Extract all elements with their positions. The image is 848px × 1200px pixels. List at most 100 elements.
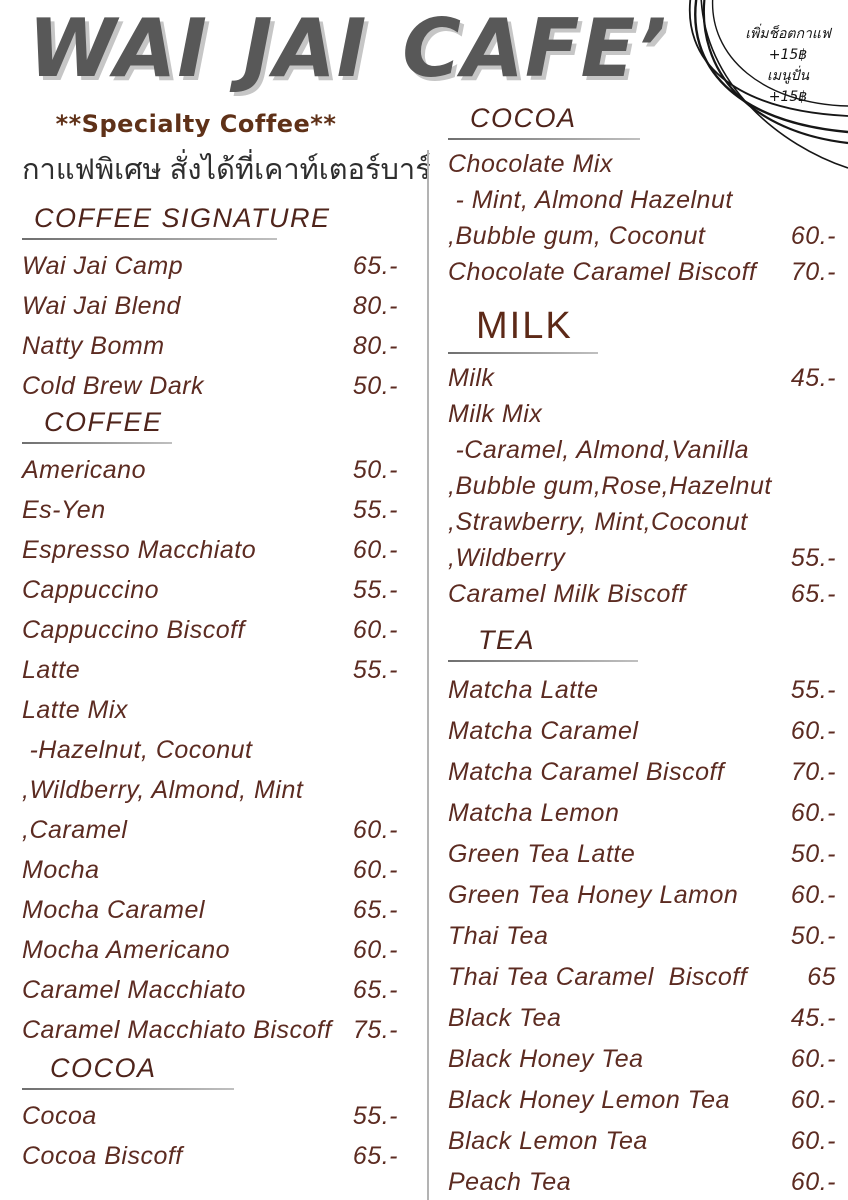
menu-column-right: COCOA Chocolate Mix - Mint, Almond Hazeln… xyxy=(448,102,836,1200)
menu-item-name: Peach Tea xyxy=(448,1168,572,1196)
menu-item-name: Latte Mix xyxy=(22,696,128,724)
menu-item-price: 50.- xyxy=(352,456,398,484)
page-title: WAI JAI CAFE’ xyxy=(28,2,668,95)
menu-item-row: Caramel Macchiato 65.- xyxy=(22,970,398,1010)
menu-item-row: Black Honey Tea 60.- xyxy=(448,1039,836,1080)
menu-item-price: 55.- xyxy=(352,496,398,524)
menu-item-row: Chocolate Mix xyxy=(448,146,836,182)
menu-item-price: 60.- xyxy=(352,616,398,644)
menu-item-row: ,Caramel 60.- xyxy=(22,810,398,850)
menu-item-row: Espresso Macchiato 60.- xyxy=(22,530,398,570)
menu-item-price: 65.- xyxy=(352,896,398,924)
menu-item-name: Black Honey Tea xyxy=(448,1045,644,1073)
menu-item-name: ,Caramel xyxy=(22,816,128,844)
menu-item-row: ,Strawberry, Mint,Coconut xyxy=(448,504,836,540)
menu-item-price: 50.- xyxy=(790,840,836,868)
menu-item-row: Chocolate Caramel Biscoff 70.- xyxy=(448,254,836,290)
section-underline xyxy=(22,238,277,240)
thai-subtitle: กาแฟพิเศษ สั่งได้ที่เคาท์เตอร์บาร์ xyxy=(22,154,431,186)
menu-item-name: Matcha Lemon xyxy=(448,799,620,827)
menu-item-price: 55.- xyxy=(352,576,398,604)
menu-item-name: Chocolate Caramel Biscoff xyxy=(448,258,757,286)
menu-item-name: Natty Bomm xyxy=(22,332,165,360)
menu-item-name: Milk Mix xyxy=(448,400,543,428)
menu-item-price: 60.- xyxy=(790,717,836,745)
menu-item-price: 60.- xyxy=(352,936,398,964)
menu-item-price: 60.- xyxy=(790,881,836,909)
menu-item-name: Wai Jai Blend xyxy=(22,292,181,320)
menu-item-price: 60.- xyxy=(790,1086,836,1114)
menu-item-name: Milk xyxy=(448,364,495,392)
menu-item-row: Americano 50.- xyxy=(22,450,398,490)
section-tea: TEA Matcha Latte 55.- Matcha Caramel 60.- Mat… xyxy=(448,624,836,1200)
menu-item-name: Cappuccino Biscoff xyxy=(22,616,246,644)
menu-item-name: -Hazelnut, Coconut xyxy=(22,736,253,764)
menu-item-price: 80.- xyxy=(352,292,398,320)
section-heading: MILK xyxy=(476,305,573,347)
menu-item-name: Green Tea Honey Lamon xyxy=(448,881,739,909)
menu-item-price: 60.- xyxy=(790,1168,836,1196)
menu-item-price: 70.- xyxy=(790,258,836,286)
menu-item-name: Matcha Caramel Biscoff xyxy=(448,758,725,786)
menu-item-row: Green Tea Latte 50.- xyxy=(448,834,836,875)
menu-item-price: 55.- xyxy=(790,676,836,704)
menu-item-row: Thai Tea Caramel Biscoff 65 xyxy=(448,957,836,998)
section-underline xyxy=(448,660,638,662)
menu-item-row: Latte Mix xyxy=(22,690,398,730)
surcharge-line: +15฿ xyxy=(768,47,808,63)
menu-item-price: 75.- xyxy=(352,1016,398,1044)
menu-item-row: Latte 55.- xyxy=(22,650,398,690)
section-coffee-signature: COFFEE SIGNATURE Wai Jai Camp 65.- Wai Jai … xyxy=(22,202,398,406)
section-heading: COCOA xyxy=(470,103,577,133)
menu-item-row: Cocoa Biscoff 65.- xyxy=(22,1136,398,1176)
menu-item-name: Green Tea Latte xyxy=(448,840,636,868)
menu-item-price: 65.- xyxy=(352,976,398,1004)
menu-item-row: Wai Jai Blend 80.- xyxy=(22,286,398,326)
section-underline xyxy=(448,352,598,354)
menu-item-row: Peach Tea 60.- xyxy=(448,1162,836,1200)
menu-item-row: Black Tea 45.- xyxy=(448,998,836,1039)
section-heading: COFFEE xyxy=(44,407,163,437)
menu-item-name: Thai Tea Caramel Biscoff xyxy=(448,963,748,991)
sketch-circle-icon xyxy=(688,0,848,169)
menu-item-row: Caramel Macchiato Biscoff 75.- xyxy=(22,1010,398,1050)
menu-item-name: Espresso Macchiato xyxy=(22,536,257,564)
menu-item-price: 45.- xyxy=(790,1004,836,1032)
menu-item-row: Milk 45.- xyxy=(448,360,836,396)
menu-item-name: Black Lemon Tea xyxy=(448,1127,648,1155)
menu-item-price: 55.- xyxy=(352,656,398,684)
menu-item-name: ,Bubble gum,Rose,Hazelnut xyxy=(448,472,772,500)
menu-item-row: Matcha Latte 55.- xyxy=(448,670,836,711)
menu-item-name: Es-Yen xyxy=(22,496,106,524)
menu-item-row: ,Wildberry, Almond, Mint xyxy=(22,770,398,810)
menu-item-row: ,Bubble gum, Coconut 60.- xyxy=(448,218,836,254)
menu-item-price: 60.- xyxy=(352,536,398,564)
menu-item-name: ,Strawberry, Mint,Coconut xyxy=(448,508,748,536)
menu-item-row: Green Tea Honey Lamon 60.- xyxy=(448,875,836,916)
menu-item-name: Black Tea xyxy=(448,1004,562,1032)
menu-item-row: -Caramel, Almond,Vanilla xyxy=(448,432,836,468)
menu-item-name: -Caramel, Almond,Vanilla xyxy=(448,436,750,464)
menu-item-price: 55.- xyxy=(352,1102,398,1130)
menu-item-name: Cocoa Biscoff xyxy=(22,1142,183,1170)
section-heading: COCOA xyxy=(50,1053,157,1083)
section-cocoa-left: COCOA Cocoa 55.- Cocoa Biscoff 65.- xyxy=(22,1052,398,1176)
menu-item-row: Matcha Lemon 60.- xyxy=(448,793,836,834)
section-underline xyxy=(448,138,640,140)
menu-item-row: Cocoa 55.- xyxy=(22,1096,398,1136)
menu-item-name: Latte xyxy=(22,656,81,684)
section-coffee: COFFEE Americano 50.- Es-Yen 55.- Espresso Ma… xyxy=(22,406,398,1050)
menu-item-row: Cappuccino 55.- xyxy=(22,570,398,610)
section-underline xyxy=(22,442,172,444)
menu-item-name: ,Wildberry xyxy=(448,544,566,572)
menu-item-price: 80.- xyxy=(352,332,398,360)
menu-item-name: Black Honey Lemon Tea xyxy=(448,1086,730,1114)
menu-item-row: Mocha Caramel 65.- xyxy=(22,890,398,930)
column-divider xyxy=(427,150,429,1200)
menu-item-row: ,Bubble gum,Rose,Hazelnut xyxy=(448,468,836,504)
menu-item-name: Mocha xyxy=(22,856,100,884)
menu-item-price: 50.- xyxy=(352,372,398,400)
menu-item-name: Cocoa xyxy=(22,1102,97,1130)
menu-item-row: Mocha 60.- xyxy=(22,850,398,890)
menu-item-row: - Mint, Almond Hazelnut xyxy=(448,182,836,218)
